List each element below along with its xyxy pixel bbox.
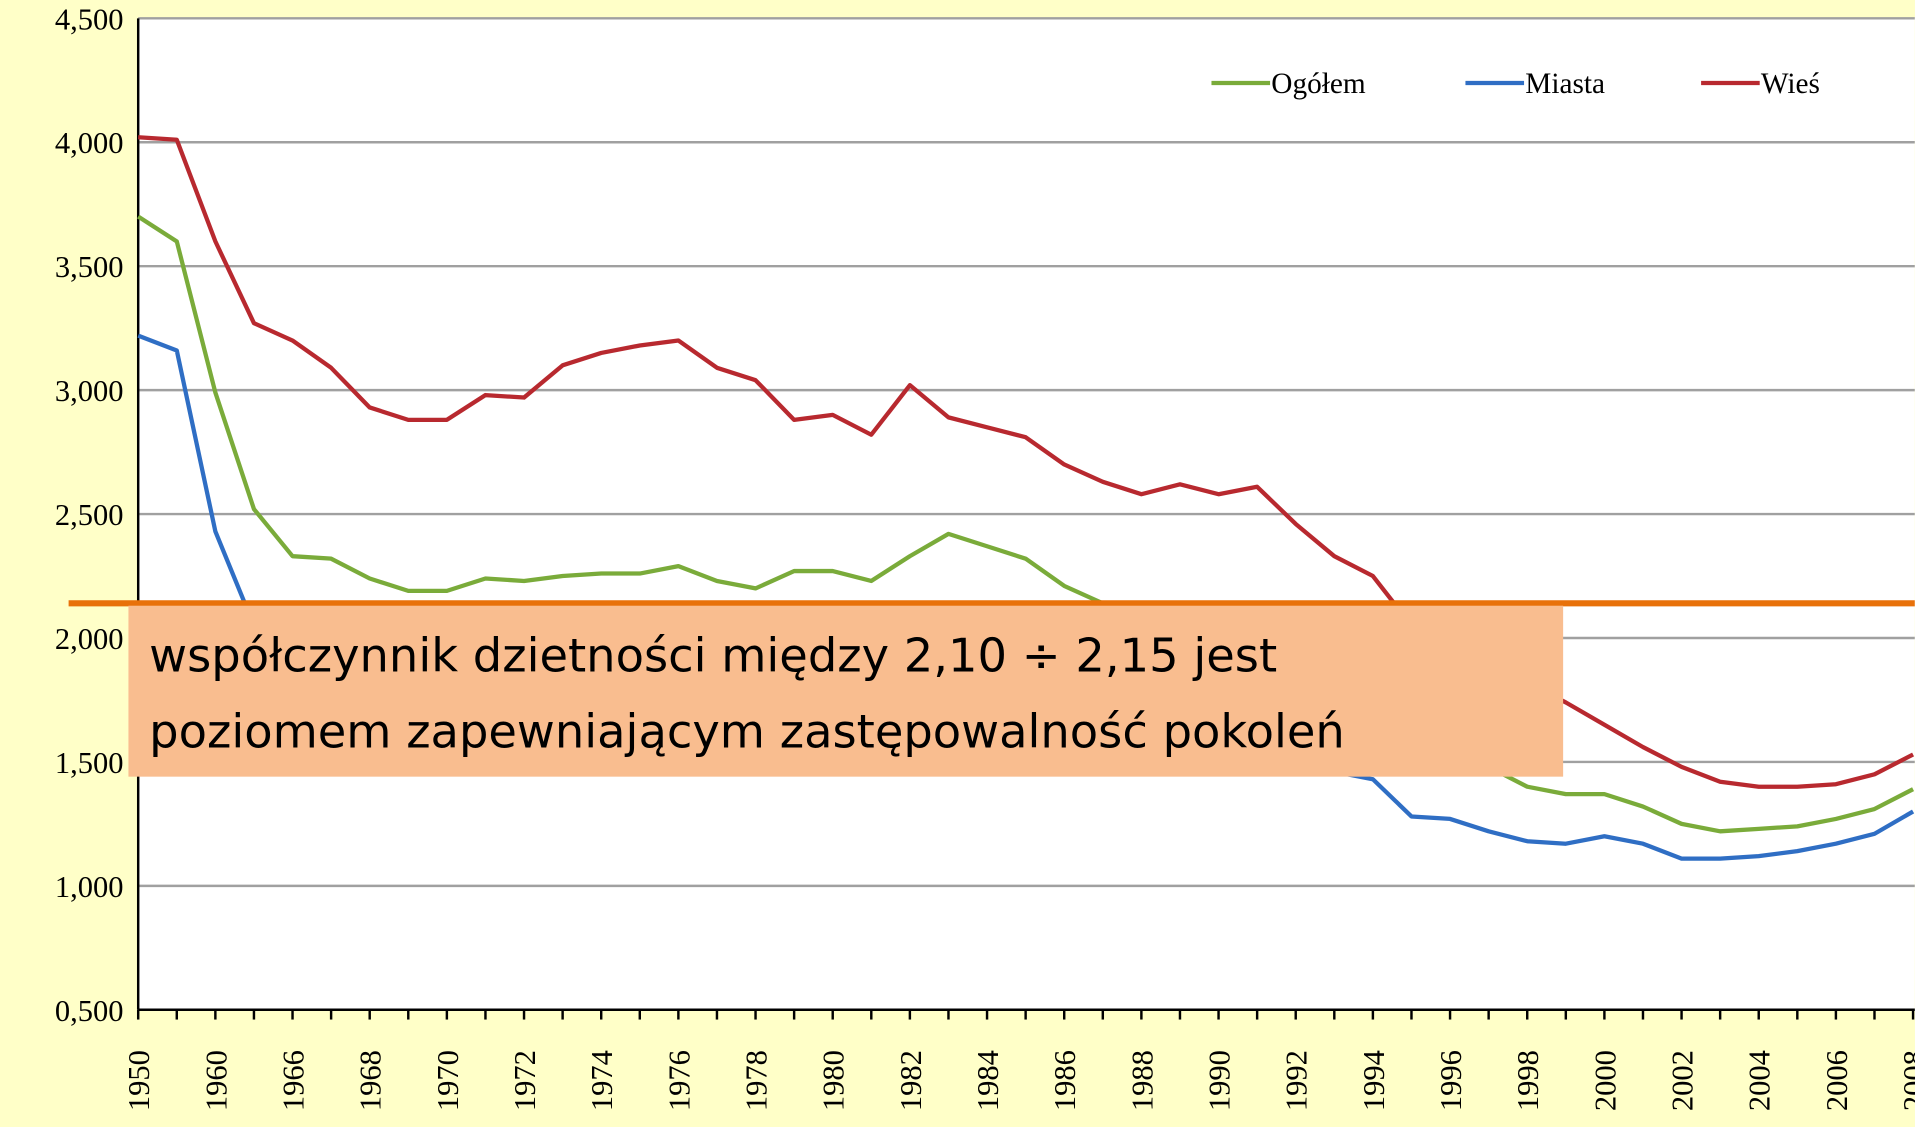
annotation-box [128,605,1564,777]
x-tick-label: 1982 [894,1050,928,1111]
y-tick-label: 3,000 [55,374,124,408]
x-tick-label: 1970 [431,1050,465,1111]
annotation-text: poziomem zapewniającym zastępowalność po… [149,704,1345,758]
x-tick-label: 1990 [1203,1050,1237,1111]
x-tick-label: 1986 [1048,1050,1082,1111]
x-tick-label: 1992 [1280,1050,1314,1111]
annotation-text: współczynnik dzietności między 2,10 ÷ 2,… [149,629,1277,683]
legend-label: Wieś [1761,68,1820,100]
x-tick-label: 1950 [122,1050,156,1111]
y-tick-label: 2,500 [55,498,124,532]
x-tick-label: 2006 [1820,1050,1854,1111]
x-tick-label: 2008 [1897,1050,1915,1111]
x-tick-label: 2000 [1588,1050,1622,1111]
legend-label: Miasta [1525,68,1605,100]
x-tick-label: 1988 [1125,1050,1159,1111]
x-tick-label: 1960 [199,1050,233,1111]
series-line [138,135,1915,789]
legend-label: Ogółem [1271,68,1366,100]
x-tick-label: 2004 [1743,1050,1777,1111]
y-tick-label: 0,500 [55,994,124,1028]
x-tick-label: 1976 [662,1050,696,1111]
y-tick-label: 2,000 [55,622,124,656]
y-tick-label: 4,500 [55,2,124,36]
x-tick-label: 2002 [1666,1050,1700,1111]
x-tick-label: 1996 [1434,1050,1468,1111]
x-tick-label: 1980 [817,1050,851,1111]
x-tick-label: 1972 [508,1050,542,1111]
x-tick-label: 1974 [585,1050,619,1111]
y-tick-label: 3,500 [55,250,124,284]
y-tick-label: 1,000 [55,870,124,904]
y-tick-label: 4,000 [55,126,124,160]
x-tick-label: 1998 [1511,1050,1545,1111]
series-line [137,214,1915,834]
x-tick-label: 1978 [740,1050,774,1111]
x-tick-label: 1968 [354,1050,388,1111]
y-tick-label: 1,500 [55,746,124,780]
x-tick-label: 1984 [971,1050,1005,1111]
x-tick-label: 1966 [277,1050,311,1111]
x-tick-label: 1994 [1357,1050,1391,1111]
